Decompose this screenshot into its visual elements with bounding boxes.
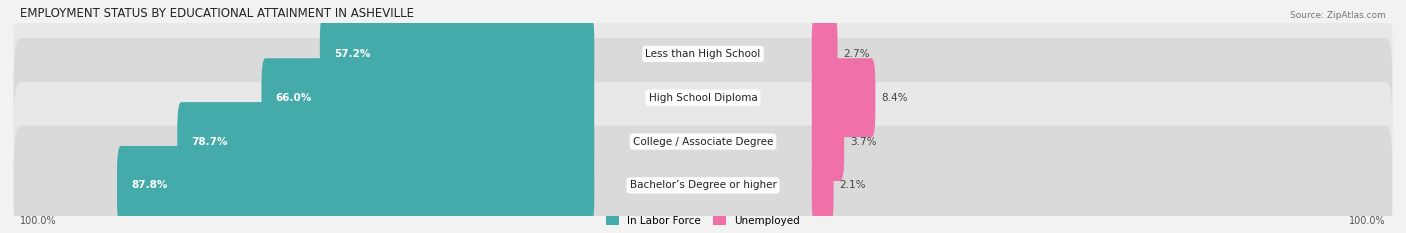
Text: College / Associate Degree: College / Associate Degree — [633, 137, 773, 147]
FancyBboxPatch shape — [811, 102, 844, 181]
Text: 100.0%: 100.0% — [20, 216, 56, 226]
FancyBboxPatch shape — [14, 82, 1392, 201]
FancyBboxPatch shape — [14, 0, 1392, 113]
Text: 66.0%: 66.0% — [276, 93, 312, 103]
Text: Bachelor’s Degree or higher: Bachelor’s Degree or higher — [630, 180, 776, 190]
FancyBboxPatch shape — [319, 14, 595, 93]
FancyBboxPatch shape — [262, 58, 595, 137]
Text: 8.4%: 8.4% — [882, 93, 908, 103]
Text: Source: ZipAtlas.com: Source: ZipAtlas.com — [1289, 11, 1386, 20]
Legend: In Labor Force, Unemployed: In Labor Force, Unemployed — [606, 216, 800, 226]
Text: 2.7%: 2.7% — [844, 49, 870, 59]
FancyBboxPatch shape — [14, 126, 1392, 233]
Text: 87.8%: 87.8% — [131, 180, 167, 190]
Text: High School Diploma: High School Diploma — [648, 93, 758, 103]
Text: EMPLOYMENT STATUS BY EDUCATIONAL ATTAINMENT IN ASHEVILLE: EMPLOYMENT STATUS BY EDUCATIONAL ATTAINM… — [20, 7, 415, 20]
Text: 57.2%: 57.2% — [333, 49, 370, 59]
FancyBboxPatch shape — [811, 58, 876, 137]
Text: 3.7%: 3.7% — [851, 137, 877, 147]
FancyBboxPatch shape — [117, 146, 595, 225]
Text: Less than High School: Less than High School — [645, 49, 761, 59]
FancyBboxPatch shape — [811, 146, 834, 225]
Text: 2.1%: 2.1% — [839, 180, 866, 190]
FancyBboxPatch shape — [14, 38, 1392, 157]
FancyBboxPatch shape — [811, 14, 838, 93]
Text: 100.0%: 100.0% — [1350, 216, 1386, 226]
Text: 78.7%: 78.7% — [191, 137, 228, 147]
FancyBboxPatch shape — [177, 102, 595, 181]
